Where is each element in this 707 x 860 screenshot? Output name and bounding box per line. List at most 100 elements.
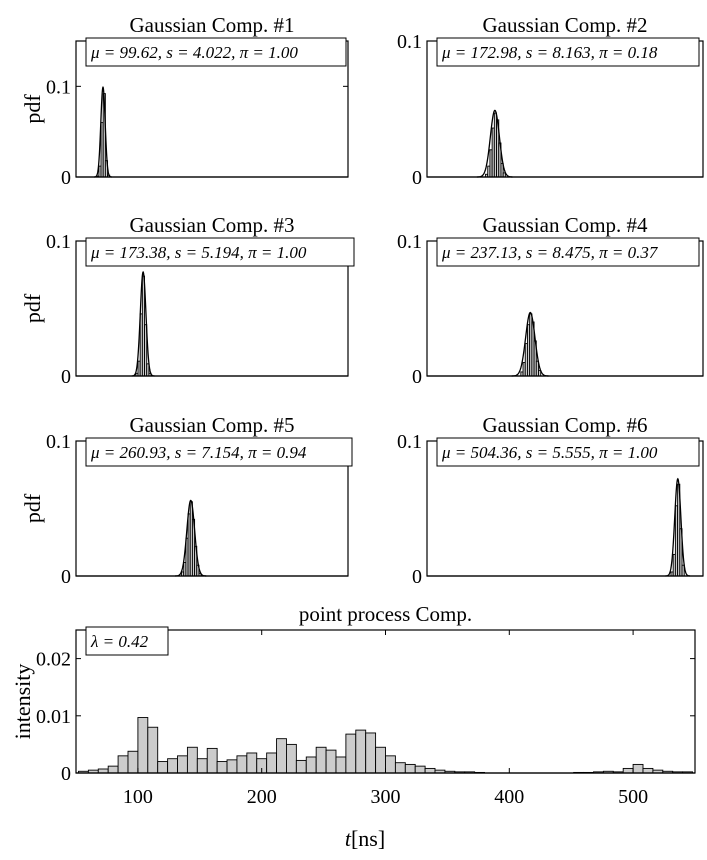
histogram-bar bbox=[642, 767, 654, 774]
x-tick-label: 300 bbox=[371, 786, 401, 808]
y-tick-label: 0 bbox=[412, 366, 422, 388]
fitted-curve bbox=[175, 499, 207, 577]
panel-6: Gaussian Comp. #6 0 0.1 μ = 504.36, s = 5.5… bbox=[397, 413, 704, 588]
y-tick-label: 0 bbox=[61, 763, 71, 785]
histogram-bar bbox=[246, 752, 258, 774]
x-tick-label: 400 bbox=[494, 786, 524, 808]
panel-3: Gaussian Comp. #3 0 0.1 pdf μ = 173.38, s = … bbox=[20, 213, 355, 388]
histogram-bar bbox=[276, 738, 287, 774]
histogram-bar bbox=[157, 761, 169, 774]
y-tick-label: 0 bbox=[412, 566, 422, 588]
annotation-box bbox=[436, 237, 700, 267]
y-axis-label: pdf bbox=[20, 493, 45, 523]
fitted-curve bbox=[131, 270, 155, 377]
histogram-bar bbox=[394, 762, 406, 774]
y-tick-label: 0 bbox=[61, 167, 71, 189]
annotation-text: μ = 99.62, s = 4.022, π = 1.00 bbox=[90, 43, 298, 62]
histogram-bar bbox=[186, 746, 198, 774]
fitted-curve bbox=[476, 109, 513, 178]
histogram-bar bbox=[355, 729, 367, 774]
annotation-text: μ = 504.36, s = 5.555, π = 1.00 bbox=[441, 443, 658, 462]
histogram-bar bbox=[97, 768, 109, 774]
panel-title: point process Comp. bbox=[299, 602, 472, 626]
x-axis-label: t[ns] bbox=[345, 826, 385, 851]
histogram-bar bbox=[404, 763, 416, 774]
histogram-bar bbox=[335, 756, 347, 774]
panel-title: Gaussian Comp. #2 bbox=[482, 13, 647, 37]
histogram-bars bbox=[135, 275, 152, 377]
histogram-bar bbox=[502, 172, 506, 178]
panel-7: point process Comp. 0 0.01 0.02 100 200 300 400… bbox=[10, 602, 696, 808]
y-tick-label: 0.1 bbox=[397, 31, 422, 53]
y-tick-label: 0 bbox=[412, 167, 422, 189]
histogram-bars bbox=[670, 483, 685, 577]
panel-title: Gaussian Comp. #5 bbox=[129, 413, 294, 437]
fitted-curve bbox=[511, 311, 549, 377]
annotation-box bbox=[436, 37, 700, 67]
panel-title: Gaussian Comp. #4 bbox=[482, 213, 648, 237]
histogram-bar bbox=[295, 759, 307, 774]
y-tick-label: 0.1 bbox=[397, 431, 422, 453]
histogram-bar bbox=[414, 765, 426, 774]
histogram-bar bbox=[147, 726, 159, 774]
x-tick-label: 500 bbox=[618, 786, 648, 808]
histogram-bar bbox=[286, 743, 297, 774]
annotation-text: λ = 0.42 bbox=[90, 632, 149, 651]
fitted-curve bbox=[665, 477, 691, 577]
y-tick-label: 0.01 bbox=[36, 706, 71, 728]
y-tick-label: 0.1 bbox=[46, 231, 71, 253]
fitted-curve bbox=[94, 85, 112, 178]
y-axis-label: pdf bbox=[20, 94, 45, 124]
histogram-bar bbox=[107, 765, 119, 774]
x-tick-label: 100 bbox=[123, 786, 153, 808]
histogram-bar bbox=[167, 758, 178, 774]
y-tick-label: 0.1 bbox=[397, 231, 422, 253]
annotation-box bbox=[85, 237, 355, 267]
histogram-bar bbox=[236, 755, 248, 774]
annotation-text: μ = 172.98, s = 8.163, π = 0.18 bbox=[441, 43, 658, 62]
annotation-box bbox=[85, 37, 347, 67]
histogram-bar bbox=[127, 750, 139, 774]
histogram-bars bbox=[78, 717, 693, 774]
histogram-bar bbox=[375, 746, 386, 774]
x-tick-label: 200 bbox=[247, 786, 277, 808]
histogram-bar bbox=[266, 752, 278, 774]
panel-title: Gaussian Comp. #6 bbox=[482, 413, 647, 437]
histogram-bar bbox=[632, 763, 644, 774]
histogram-bar bbox=[206, 747, 218, 774]
y-tick-label: 0.1 bbox=[46, 431, 71, 453]
y-axis-label: pdf bbox=[20, 293, 45, 323]
y-tick-label: 0 bbox=[61, 366, 71, 388]
histogram-bar bbox=[226, 759, 238, 774]
histogram-bar bbox=[365, 732, 377, 774]
histogram-bar bbox=[137, 717, 149, 774]
histogram-bar bbox=[117, 755, 129, 774]
annotation-box bbox=[85, 437, 353, 467]
annotation-box bbox=[436, 437, 700, 467]
annotation-box bbox=[85, 626, 169, 656]
y-axis-label: intensity bbox=[10, 664, 35, 740]
annotation-text: μ = 173.38, s = 5.194, π = 1.00 bbox=[90, 243, 307, 262]
panel-4: Gaussian Comp. #4 0 0.1 μ = 237.13, s = 8.4… bbox=[397, 213, 704, 388]
histogram-bar bbox=[325, 749, 337, 774]
histogram-bar bbox=[216, 761, 228, 774]
y-tick-label: 0 bbox=[61, 566, 71, 588]
histogram-bar bbox=[315, 746, 327, 774]
panel-2: Gaussian Comp. #2 0 0.1 μ = 172.98, s = 8.1… bbox=[397, 13, 704, 189]
histogram-bars bbox=[485, 112, 506, 178]
histogram-bar bbox=[622, 767, 634, 774]
y-tick-label: 0.1 bbox=[46, 76, 71, 98]
panel-5: Gaussian Comp. #5 0 0.1 pdf μ = 260.93, s = … bbox=[20, 413, 353, 588]
panel-title: Gaussian Comp. #3 bbox=[129, 213, 294, 237]
histogram-bar bbox=[345, 733, 357, 774]
histogram-bar bbox=[177, 755, 188, 774]
histogram-bar bbox=[305, 756, 317, 774]
histogram-bar bbox=[385, 755, 396, 774]
annotation-text: μ = 260.93, s = 7.154, π = 0.94 bbox=[90, 443, 307, 462]
panel-title: Gaussian Comp. #1 bbox=[129, 13, 294, 37]
annotation-text: μ = 237.13, s = 8.475, π = 0.37 bbox=[441, 243, 659, 262]
y-tick-label: 0.02 bbox=[36, 649, 71, 671]
histogram-bars bbox=[520, 313, 542, 377]
